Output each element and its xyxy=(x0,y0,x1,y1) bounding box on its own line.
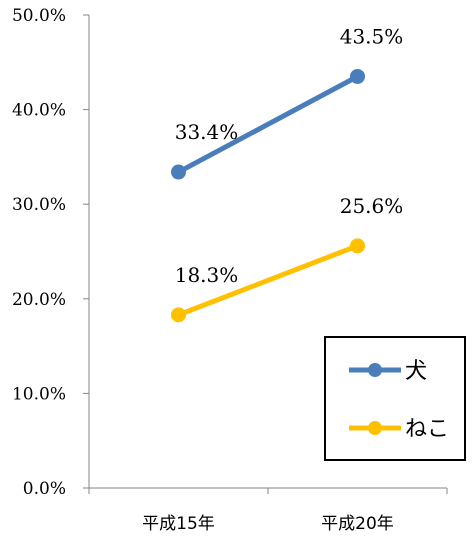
data-point xyxy=(171,164,186,180)
legend-item: ねこ xyxy=(349,417,449,442)
data-label: 33.4% xyxy=(175,120,239,144)
legend-item: 犬 xyxy=(349,359,427,384)
y-tick-label: 0.0% xyxy=(23,479,66,499)
y-tick-label: 10.0% xyxy=(12,384,66,404)
series-layer: 33.4% 43.5% 18.3% 25.6% xyxy=(171,24,404,323)
x-axis: 平成15年 平成20年 xyxy=(88,487,448,534)
series-1: 18.3% 25.6% xyxy=(171,194,404,323)
data-point xyxy=(350,238,365,254)
x-tick-label: 平成15年 xyxy=(142,514,215,534)
series-line xyxy=(176,243,360,318)
legend-label: 犬 xyxy=(405,359,427,384)
legend-marker xyxy=(368,363,382,377)
legend-marker xyxy=(368,421,382,435)
data-label: 25.6% xyxy=(340,194,404,218)
series-line xyxy=(176,73,360,175)
y-axis: 0.0% 10.0% 20.0% 30.0% 40.0% 50.0% xyxy=(12,6,90,499)
legend: 犬ねこ xyxy=(324,336,466,461)
y-tick-label: 40.0% xyxy=(12,101,66,121)
y-tick-label: 20.0% xyxy=(12,290,66,310)
legend-label: ねこ xyxy=(405,417,449,442)
data-point xyxy=(171,307,186,323)
y-tick-label: 30.0% xyxy=(12,195,66,215)
data-point xyxy=(350,68,365,84)
data-label: 18.3% xyxy=(175,263,239,287)
legend-box xyxy=(324,336,466,461)
x-tick-label: 平成20年 xyxy=(321,514,394,534)
data-label: 43.5% xyxy=(340,24,404,48)
y-tick-label: 50.0% xyxy=(12,6,66,26)
series-0: 33.4% 43.5% xyxy=(171,24,404,180)
